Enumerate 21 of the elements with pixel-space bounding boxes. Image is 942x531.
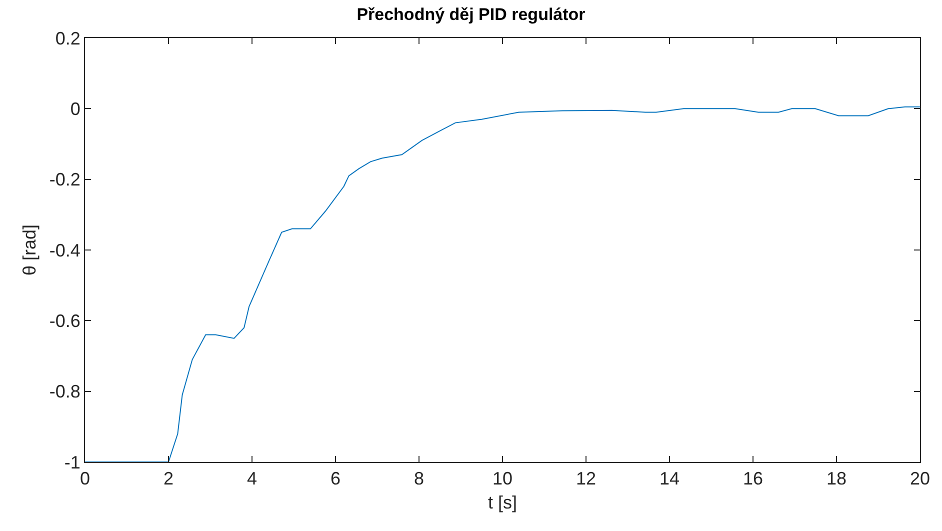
- y-tick-label: -0.8: [49, 382, 80, 402]
- x-tick-label: 14: [659, 468, 680, 489]
- y-axis-title: θ [rad]: [20, 224, 40, 276]
- x-tick-label: 6: [330, 468, 341, 489]
- x-tick-label: 10: [492, 468, 513, 489]
- chart-title: Přechodný děj PID regulátor: [356, 4, 586, 24]
- x-tick-label: 4: [246, 468, 258, 489]
- x-axis-title: t [s]: [488, 492, 518, 513]
- y-tick-label: 0.2: [55, 28, 80, 48]
- y-tick-label: -1: [64, 452, 80, 472]
- x-tick-label: 16: [742, 468, 764, 489]
- x-tick-label: 8: [414, 468, 424, 489]
- x-tick-label: 2: [163, 468, 174, 489]
- y-tick-label: -0.2: [49, 170, 80, 190]
- line-series: [85, 106, 920, 462]
- y-tick-label: -0.6: [49, 310, 80, 331]
- y-tick-label: 0: [70, 98, 80, 119]
- x-tick-label: 18: [826, 468, 847, 489]
- x-tick-label: 12: [576, 468, 596, 489]
- y-tick-label: -0.4: [49, 240, 80, 260]
- x-tick-label: 20: [910, 468, 930, 489]
